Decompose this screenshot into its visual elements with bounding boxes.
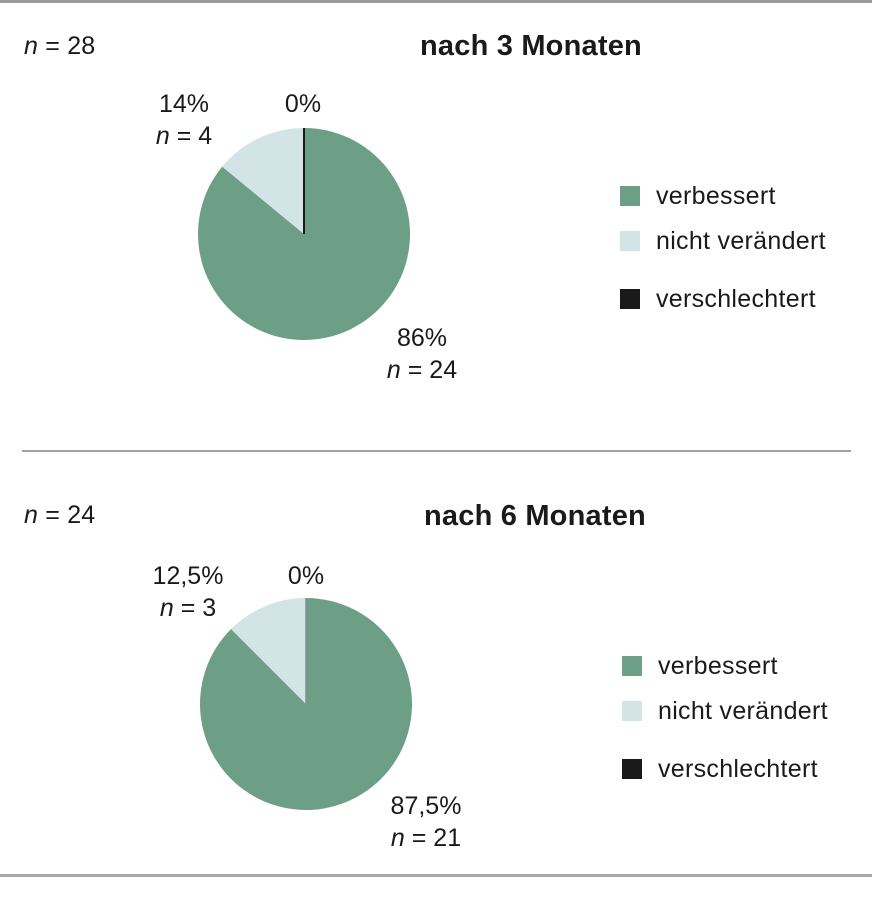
legend-label: verschlechtert <box>656 284 816 313</box>
legend: verbessert nicht verändert verschlechter… <box>622 650 828 798</box>
n-value: = 28 <box>38 32 96 60</box>
top-border <box>0 0 872 3</box>
bottom-border <box>0 874 872 877</box>
legend-item-verschlechtert: verschlechtert <box>622 740 828 798</box>
section-divider <box>22 450 851 452</box>
legend-label: verschlechtert <box>658 754 818 783</box>
swatch-verbessert-icon <box>620 186 640 206</box>
pct-value: 14% <box>158 90 210 118</box>
pct-value: 12,5% <box>152 562 224 590</box>
legend-item-verschlechtert: verschlechtert <box>620 270 826 328</box>
chart-panel-3-months: n = 28 nach 3 Monaten 14% n = 4 0% 86% n… <box>0 0 872 440</box>
label-verschlechtert: 0% <box>278 88 328 120</box>
legend-item-verbessert: verbessert <box>620 180 826 212</box>
count-value: n = 4 <box>155 122 213 150</box>
swatch-verschlechtert-icon <box>622 759 642 779</box>
legend-item-nicht-veraendert: nicht verändert <box>620 212 826 270</box>
legend-item-nicht-veraendert: nicht verändert <box>622 682 828 740</box>
pie-chart <box>200 598 413 811</box>
swatch-nicht-veraendert-icon <box>622 701 642 721</box>
pct-value: 0% <box>284 90 322 118</box>
count-number: = 3 <box>173 594 217 622</box>
chart-title: nach 6 Monaten <box>424 500 646 532</box>
count-number: = 21 <box>404 824 462 852</box>
legend-label: verbessert <box>658 651 778 680</box>
count-number: = 24 <box>400 356 458 384</box>
label-verschlechtert: 0% <box>281 560 331 592</box>
swatch-verschlechtert-icon <box>620 289 640 309</box>
label-nicht-veraendert: 14% n = 4 <box>148 88 220 152</box>
swatch-nicht-veraendert-icon <box>620 231 640 251</box>
pct-value: 86% <box>396 324 448 352</box>
slice-nicht-veraendert <box>231 598 306 704</box>
count-value: n = 24 <box>386 356 458 384</box>
legend-label: verbessert <box>656 181 776 210</box>
n-symbol: n <box>24 501 39 529</box>
label-verbessert: 86% n = 24 <box>376 322 468 386</box>
total-n-label: n = 28 <box>24 32 95 61</box>
legend: verbessert nicht verändert verschlechter… <box>620 180 826 328</box>
swatch-verbessert-icon <box>622 656 642 676</box>
label-verbessert: 87,5% n = 21 <box>374 790 478 854</box>
total-n-label: n = 24 <box>24 501 95 530</box>
pct-value: 0% <box>287 562 325 590</box>
pie-chart <box>198 128 411 340</box>
chart-title: nach 3 Monaten <box>420 30 642 62</box>
legend-item-verbessert: verbessert <box>622 650 828 682</box>
chart-panel-6-months: n = 24 nach 6 Monaten 12,5% n = 3 0% 87,… <box>0 470 872 910</box>
legend-label: nicht verändert <box>656 226 826 255</box>
count-value: n = 21 <box>390 824 462 852</box>
pct-value: 87,5% <box>390 792 462 820</box>
n-value: = 24 <box>38 501 96 529</box>
n-symbol: n <box>24 32 39 60</box>
slice-verbessert <box>200 598 413 811</box>
count-number: = 4 <box>169 122 213 150</box>
count-value: n = 3 <box>159 594 217 622</box>
label-nicht-veraendert: 12,5% n = 3 <box>140 560 236 624</box>
slice-nicht-veraendert <box>222 128 304 234</box>
legend-label: nicht verändert <box>658 696 828 725</box>
